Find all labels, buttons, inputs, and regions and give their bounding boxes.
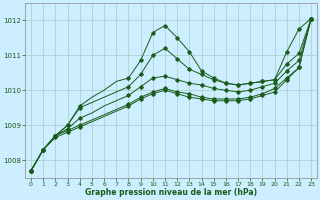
X-axis label: Graphe pression niveau de la mer (hPa): Graphe pression niveau de la mer (hPa): [85, 188, 257, 197]
